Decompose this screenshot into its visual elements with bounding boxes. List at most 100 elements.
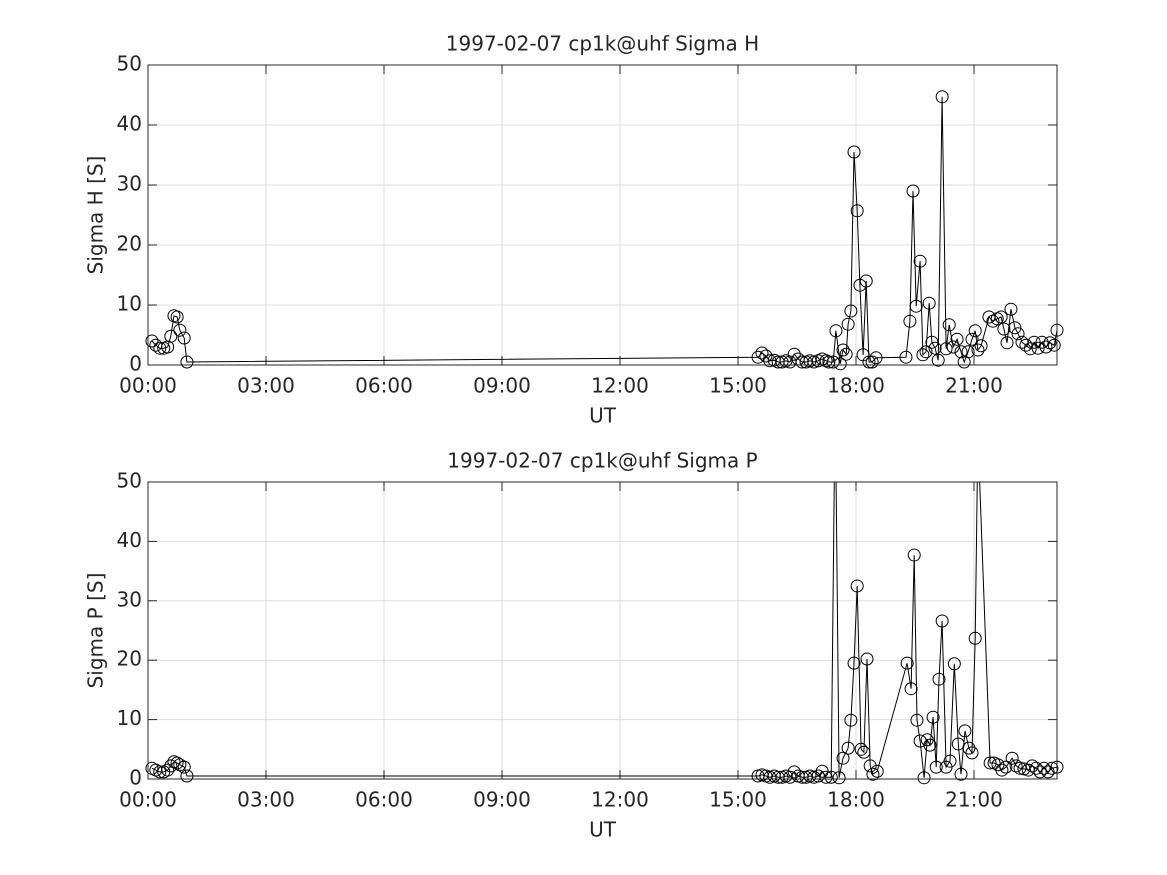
y-tick-label: 10 bbox=[117, 292, 142, 316]
y-tick-label: 30 bbox=[117, 587, 142, 611]
data-point bbox=[909, 299, 923, 313]
subplot: 00:00 03:00 06:00 09:00 12:00 15:00 18:00 21:00… bbox=[84, 32, 1064, 428]
data-point bbox=[925, 335, 939, 349]
y-tick-label: 20 bbox=[117, 647, 142, 671]
y-tick-label: 20 bbox=[117, 232, 142, 256]
data-point bbox=[899, 350, 913, 364]
data-point bbox=[965, 746, 979, 760]
data-point bbox=[931, 353, 945, 367]
data-point bbox=[854, 742, 868, 756]
data-point bbox=[170, 756, 184, 770]
y-tick-label: 0 bbox=[129, 352, 142, 376]
chart-title: 1997-02-07 cp1k@uhf Sigma H bbox=[446, 32, 759, 56]
data-point bbox=[916, 348, 930, 362]
y-tick-label: 0 bbox=[129, 766, 142, 790]
data-point bbox=[1019, 338, 1033, 352]
x-tick-label: 18:00 bbox=[827, 788, 885, 812]
axes-box bbox=[147, 64, 1058, 366]
y-tick-label: 30 bbox=[117, 172, 142, 196]
x-tick-label: 09:00 bbox=[473, 374, 531, 398]
data-point bbox=[1000, 336, 1014, 350]
data-point bbox=[997, 322, 1011, 336]
data-point bbox=[1011, 327, 1025, 341]
data-point bbox=[974, 339, 988, 353]
data-point bbox=[995, 763, 1009, 777]
chart-title: 1997-02-07 cp1k@uhf Sigma P bbox=[447, 449, 757, 473]
data-point bbox=[910, 713, 924, 727]
data-point bbox=[824, 770, 838, 784]
data-point bbox=[1035, 335, 1049, 349]
data-point bbox=[906, 184, 920, 198]
data-point bbox=[847, 145, 861, 159]
y-tick-label: 50 bbox=[117, 52, 142, 76]
x-tick-label: 12:00 bbox=[591, 788, 649, 812]
x-tick-label: 06:00 bbox=[355, 374, 413, 398]
data-point bbox=[1013, 761, 1027, 775]
data-point bbox=[862, 355, 876, 369]
data-point bbox=[900, 656, 914, 670]
data-point bbox=[965, 332, 979, 346]
data-point bbox=[860, 652, 874, 666]
y-axis-label: Sigma P [S] bbox=[84, 573, 108, 689]
data-point bbox=[841, 317, 855, 331]
data-point bbox=[994, 310, 1008, 324]
data-point bbox=[983, 756, 997, 770]
x-axis-label: UT bbox=[589, 818, 617, 842]
data-point bbox=[869, 351, 883, 365]
data-point bbox=[1008, 321, 1022, 335]
x-tick-label: 21:00 bbox=[945, 788, 1003, 812]
data-point bbox=[935, 614, 949, 628]
data-point bbox=[922, 296, 936, 310]
data-point bbox=[943, 754, 957, 768]
data-point bbox=[844, 713, 858, 727]
data-point bbox=[1037, 761, 1051, 775]
data-point bbox=[968, 631, 982, 645]
subplot: 00:00 03:00 06:00 09:00 12:00 15:00 18:00 21:00… bbox=[84, 449, 1064, 842]
data-point bbox=[958, 724, 972, 738]
data-point bbox=[954, 345, 968, 359]
data-point bbox=[939, 342, 953, 356]
x-tick-label: 15:00 bbox=[709, 788, 767, 812]
data-point bbox=[819, 770, 833, 784]
data-point bbox=[826, 355, 840, 369]
data-point bbox=[1045, 761, 1059, 775]
data-point bbox=[836, 751, 850, 765]
x-tick-label: 21:00 bbox=[945, 374, 1003, 398]
data-point bbox=[946, 340, 960, 354]
data-point bbox=[935, 90, 949, 104]
data-point bbox=[870, 764, 884, 778]
data-point bbox=[950, 332, 964, 346]
data-point bbox=[180, 769, 194, 783]
data-point bbox=[832, 771, 846, 785]
data-point bbox=[759, 349, 773, 363]
data-point bbox=[863, 759, 877, 773]
x-axis-label: UT bbox=[589, 404, 617, 428]
y-tick-label: 40 bbox=[117, 112, 142, 136]
data-point bbox=[850, 204, 864, 218]
x-tick-label: 03:00 bbox=[237, 374, 295, 398]
data-point bbox=[968, 324, 982, 338]
y-axis-label: Sigma H [S] bbox=[84, 156, 108, 275]
data-point bbox=[942, 318, 956, 332]
data-point bbox=[787, 347, 801, 361]
x-tick-label: 03:00 bbox=[237, 788, 295, 812]
x-tick-label: 18:00 bbox=[827, 374, 885, 398]
data-point bbox=[999, 760, 1013, 774]
data-point bbox=[971, 343, 985, 357]
data-point bbox=[913, 254, 927, 268]
data-point bbox=[954, 767, 968, 781]
data-point bbox=[836, 343, 850, 357]
data-point bbox=[866, 767, 880, 781]
data-point bbox=[751, 350, 765, 364]
plot-area bbox=[148, 65, 1057, 365]
data-point bbox=[1023, 342, 1037, 356]
data-point bbox=[755, 346, 769, 360]
data-point bbox=[904, 682, 918, 696]
plot-area bbox=[148, 482, 1057, 779]
data-point bbox=[1005, 751, 1019, 765]
data-point bbox=[173, 323, 187, 337]
data-point bbox=[829, 324, 843, 338]
x-tick-label: 00:00 bbox=[119, 374, 177, 398]
data-point bbox=[161, 763, 175, 777]
